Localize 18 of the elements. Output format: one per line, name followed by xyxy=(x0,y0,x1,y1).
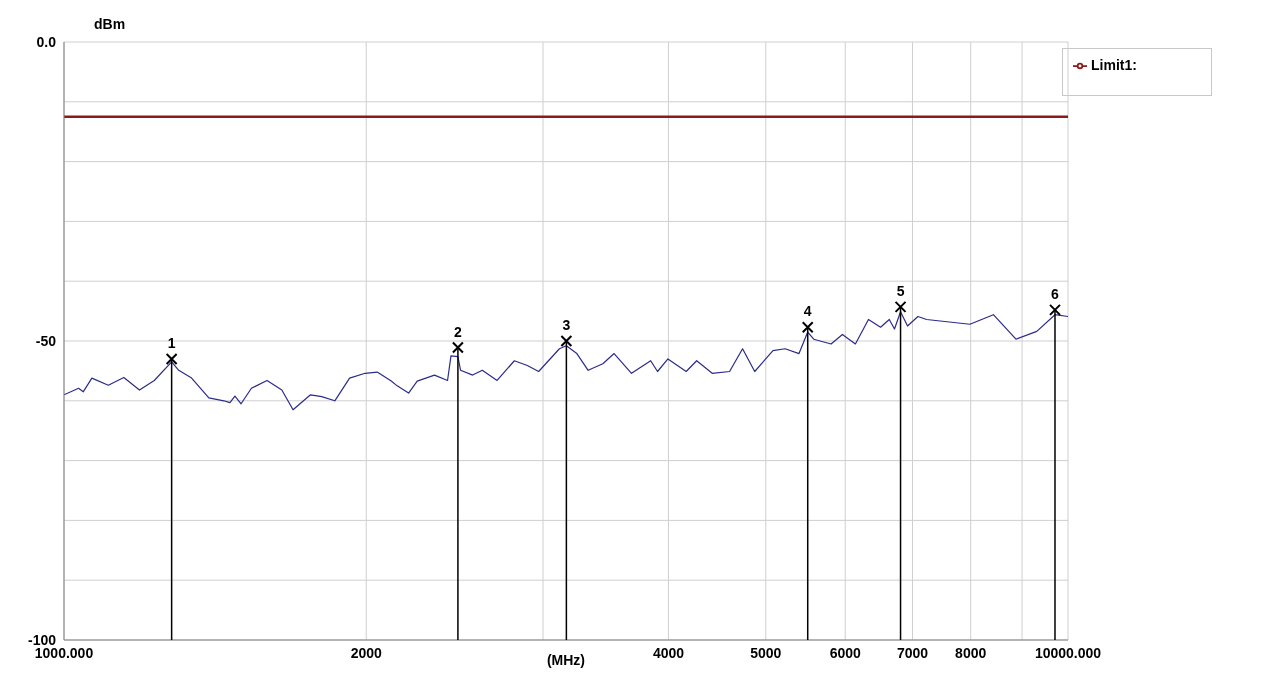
legend-label: Limit1: xyxy=(1091,57,1137,73)
annotation: 6 xyxy=(1051,285,1060,302)
x-tick-label: 5000 xyxy=(750,644,782,661)
x-tick-label: 7000 xyxy=(896,644,929,661)
x-tick-label: 10000.000 xyxy=(1034,644,1102,661)
x-axis-title: (MHz) xyxy=(546,652,586,668)
x-tick-label: 8000 xyxy=(955,644,987,661)
y-tick-label: -50 xyxy=(35,332,57,349)
annotation: 3 xyxy=(562,317,571,333)
annotation: 5 xyxy=(896,282,905,299)
annotation: 4 xyxy=(803,303,812,320)
y-axis-title: dBm xyxy=(94,16,126,32)
y-tick-label: 0.0 xyxy=(36,33,57,50)
annotation: 2 xyxy=(454,323,463,340)
annotation: 1 xyxy=(167,334,176,351)
x-tick-label: 2000 xyxy=(350,644,383,661)
x-tick-label: 6000 xyxy=(829,644,862,661)
x-tick-label: 4000 xyxy=(652,644,685,661)
